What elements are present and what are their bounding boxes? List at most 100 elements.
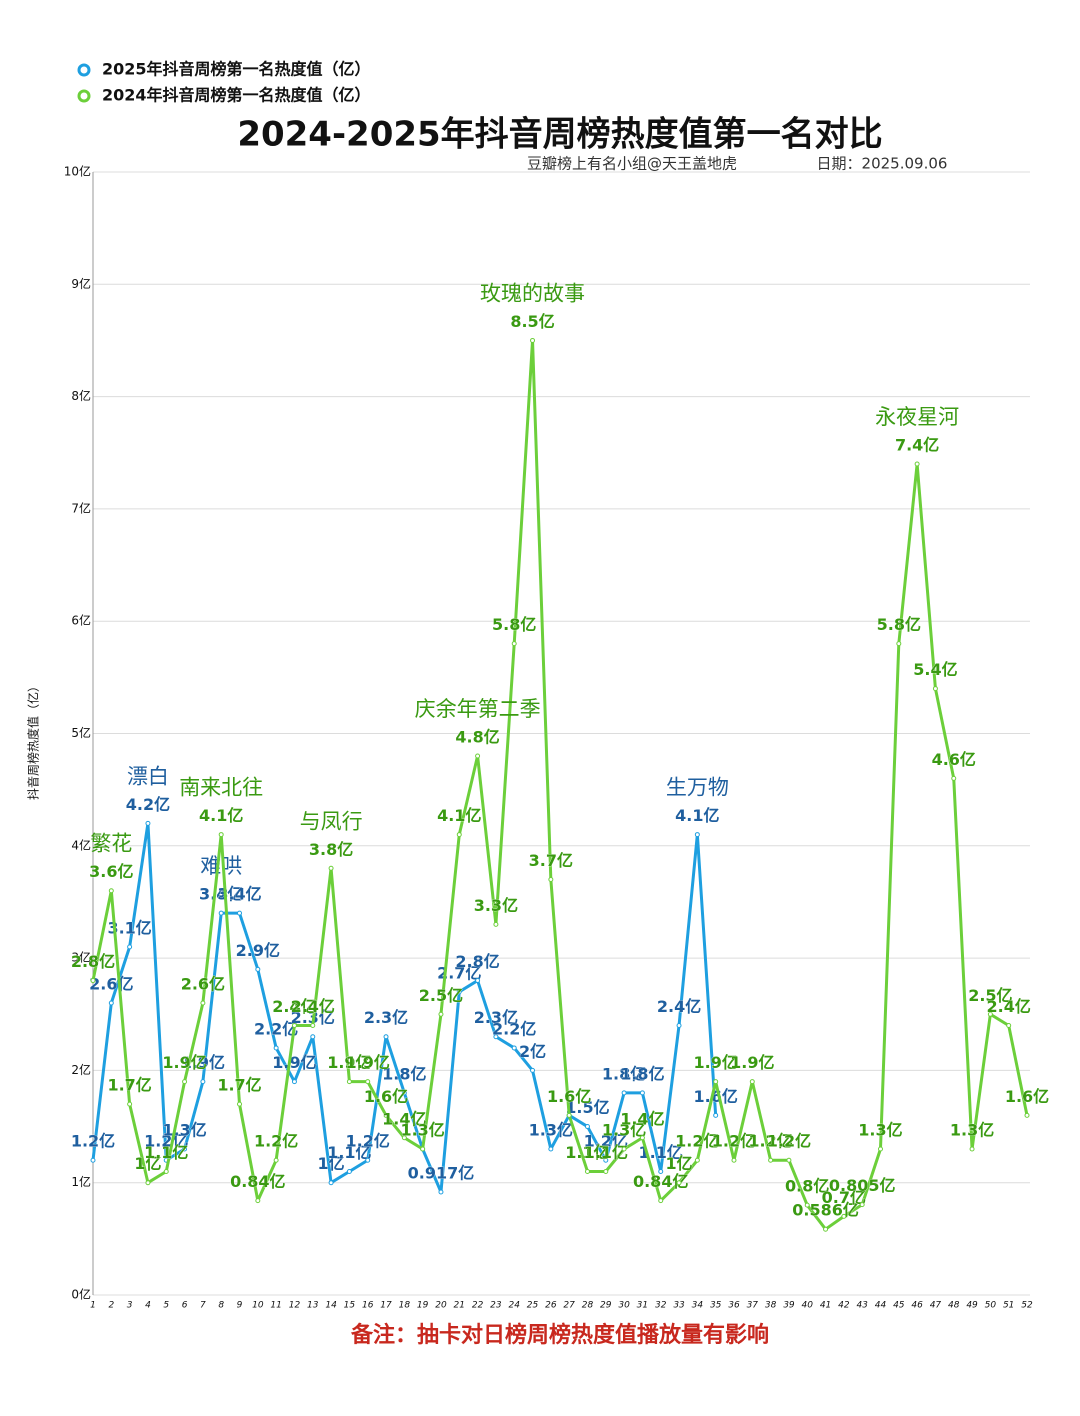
data-point <box>530 337 536 343</box>
data-label: 3.7亿 <box>529 851 573 870</box>
data-label: 1.8亿 <box>602 1064 646 1083</box>
data-point <box>658 1198 664 1204</box>
data-label: 2.4亿 <box>987 997 1031 1016</box>
data-label: 1.3亿 <box>529 1121 573 1140</box>
data-label: 1.9亿 <box>730 1053 774 1072</box>
data-label: 1.2亿 <box>346 1132 390 1151</box>
annotation: 生万物 <box>666 776 729 800</box>
data-label: 1.3亿 <box>602 1121 646 1140</box>
data-point <box>621 1146 627 1152</box>
data-point <box>237 1101 243 1107</box>
data-point <box>804 1202 810 1208</box>
annotation: 永夜星河 <box>875 405 959 429</box>
annotation: 玫瑰的故事 <box>480 281 585 305</box>
data-point <box>621 1090 627 1096</box>
annotation: 与凤行 <box>300 809 363 833</box>
data-point <box>346 1079 352 1085</box>
data-point <box>145 820 151 826</box>
series-line <box>91 338 1029 1231</box>
data-label: 1.7亿 <box>217 1076 261 1095</box>
data-point <box>493 921 499 927</box>
x-tick-label: 7 <box>200 1301 206 1311</box>
data-point <box>475 753 481 759</box>
data-label: 4.1亿 <box>199 806 243 825</box>
data-label: 1.9亿 <box>693 1053 737 1072</box>
data-label: 2.3亿 <box>364 1008 408 1027</box>
x-tick-label: 15 <box>344 1301 356 1311</box>
data-point <box>365 1157 371 1163</box>
data-point <box>200 1000 206 1006</box>
data-point <box>1024 1112 1030 1118</box>
x-tick-label: 45 <box>893 1301 905 1311</box>
data-point <box>877 1146 883 1152</box>
data-label: 1亿 <box>665 1154 692 1173</box>
data-label: 1.1亿 <box>327 1143 371 1162</box>
x-tick-label: 39 <box>783 1301 795 1311</box>
subtitle: 豆瓣榜上有名小组@天王盖地虎 <box>527 155 737 173</box>
data-point <box>713 1079 719 1085</box>
data-point <box>127 944 133 950</box>
data-point <box>438 1189 444 1195</box>
data-point <box>182 1079 188 1085</box>
data-label: 3.8亿 <box>309 840 353 859</box>
x-tick-label: 44 <box>875 1301 887 1311</box>
data-label: 1.2亿 <box>712 1132 756 1151</box>
y-tick-label: 7亿 <box>71 500 91 515</box>
data-label: 1.6亿 <box>547 1087 591 1106</box>
data-point <box>420 1146 426 1152</box>
x-tick-label: 22 <box>472 1301 484 1311</box>
data-label: 2.9亿 <box>236 941 280 960</box>
data-label: 2.7亿 <box>437 963 481 982</box>
x-tick-label: 6 <box>182 1301 188 1311</box>
data-label: 1.1亿 <box>144 1143 188 1162</box>
y-tick-label: 5亿 <box>71 725 91 740</box>
data-label: 4.6亿 <box>932 750 976 769</box>
data-point <box>548 876 554 882</box>
data-point <box>237 910 243 916</box>
data-label: 0.84亿 <box>230 1172 285 1191</box>
data-point <box>713 1112 719 1118</box>
y-tick-label: 2亿 <box>71 1062 91 1077</box>
data-point <box>365 1079 371 1085</box>
data-label: 3.4亿 <box>199 885 243 904</box>
x-tick-label: 31 <box>637 1301 648 1311</box>
data-point <box>859 1202 865 1208</box>
annotation: 漂白 <box>127 764 169 788</box>
data-point <box>676 1180 682 1186</box>
x-tick-label: 41 <box>820 1301 831 1311</box>
legend-marker <box>77 63 91 77</box>
data-point <box>108 1000 114 1006</box>
legend-label: 2024年抖音周榜第一名热度值（亿） <box>102 86 371 105</box>
data-label: 3.4亿 <box>217 885 261 904</box>
data-point <box>786 1157 792 1163</box>
data-label: 2.5亿 <box>968 986 1012 1005</box>
data-point <box>694 1157 700 1163</box>
annotation: 难哄 <box>200 854 242 878</box>
x-tick-label: 20 <box>435 1301 447 1311</box>
data-point <box>145 1180 151 1186</box>
data-point <box>493 1034 499 1040</box>
data-point <box>456 989 462 995</box>
x-tick-label: 51 <box>1003 1301 1014 1311</box>
data-label: 1.2亿 <box>144 1132 188 1151</box>
x-tick-label: 26 <box>545 1301 557 1311</box>
data-label: 2.3亿 <box>474 1008 518 1027</box>
data-point <box>383 1034 389 1040</box>
data-label: 1亿 <box>318 1154 345 1173</box>
data-point <box>346 1168 352 1174</box>
data-label: 1.2亿 <box>71 1132 115 1151</box>
data-point <box>401 1135 407 1141</box>
data-label: 2.2亿 <box>492 1019 536 1038</box>
data-point <box>639 1135 645 1141</box>
x-tick-label: 34 <box>692 1301 704 1311</box>
x-tick-label: 13 <box>307 1301 319 1311</box>
x-tick-label: 2 <box>108 1301 114 1311</box>
data-label: 0.8亿 <box>785 1177 829 1196</box>
x-tick-label: 1 <box>90 1301 96 1311</box>
data-label: 2.8亿 <box>71 952 115 971</box>
x-tick-label: 24 <box>508 1301 520 1311</box>
data-label: 1.4亿 <box>620 1109 664 1128</box>
x-tick-label: 4 <box>145 1301 151 1311</box>
